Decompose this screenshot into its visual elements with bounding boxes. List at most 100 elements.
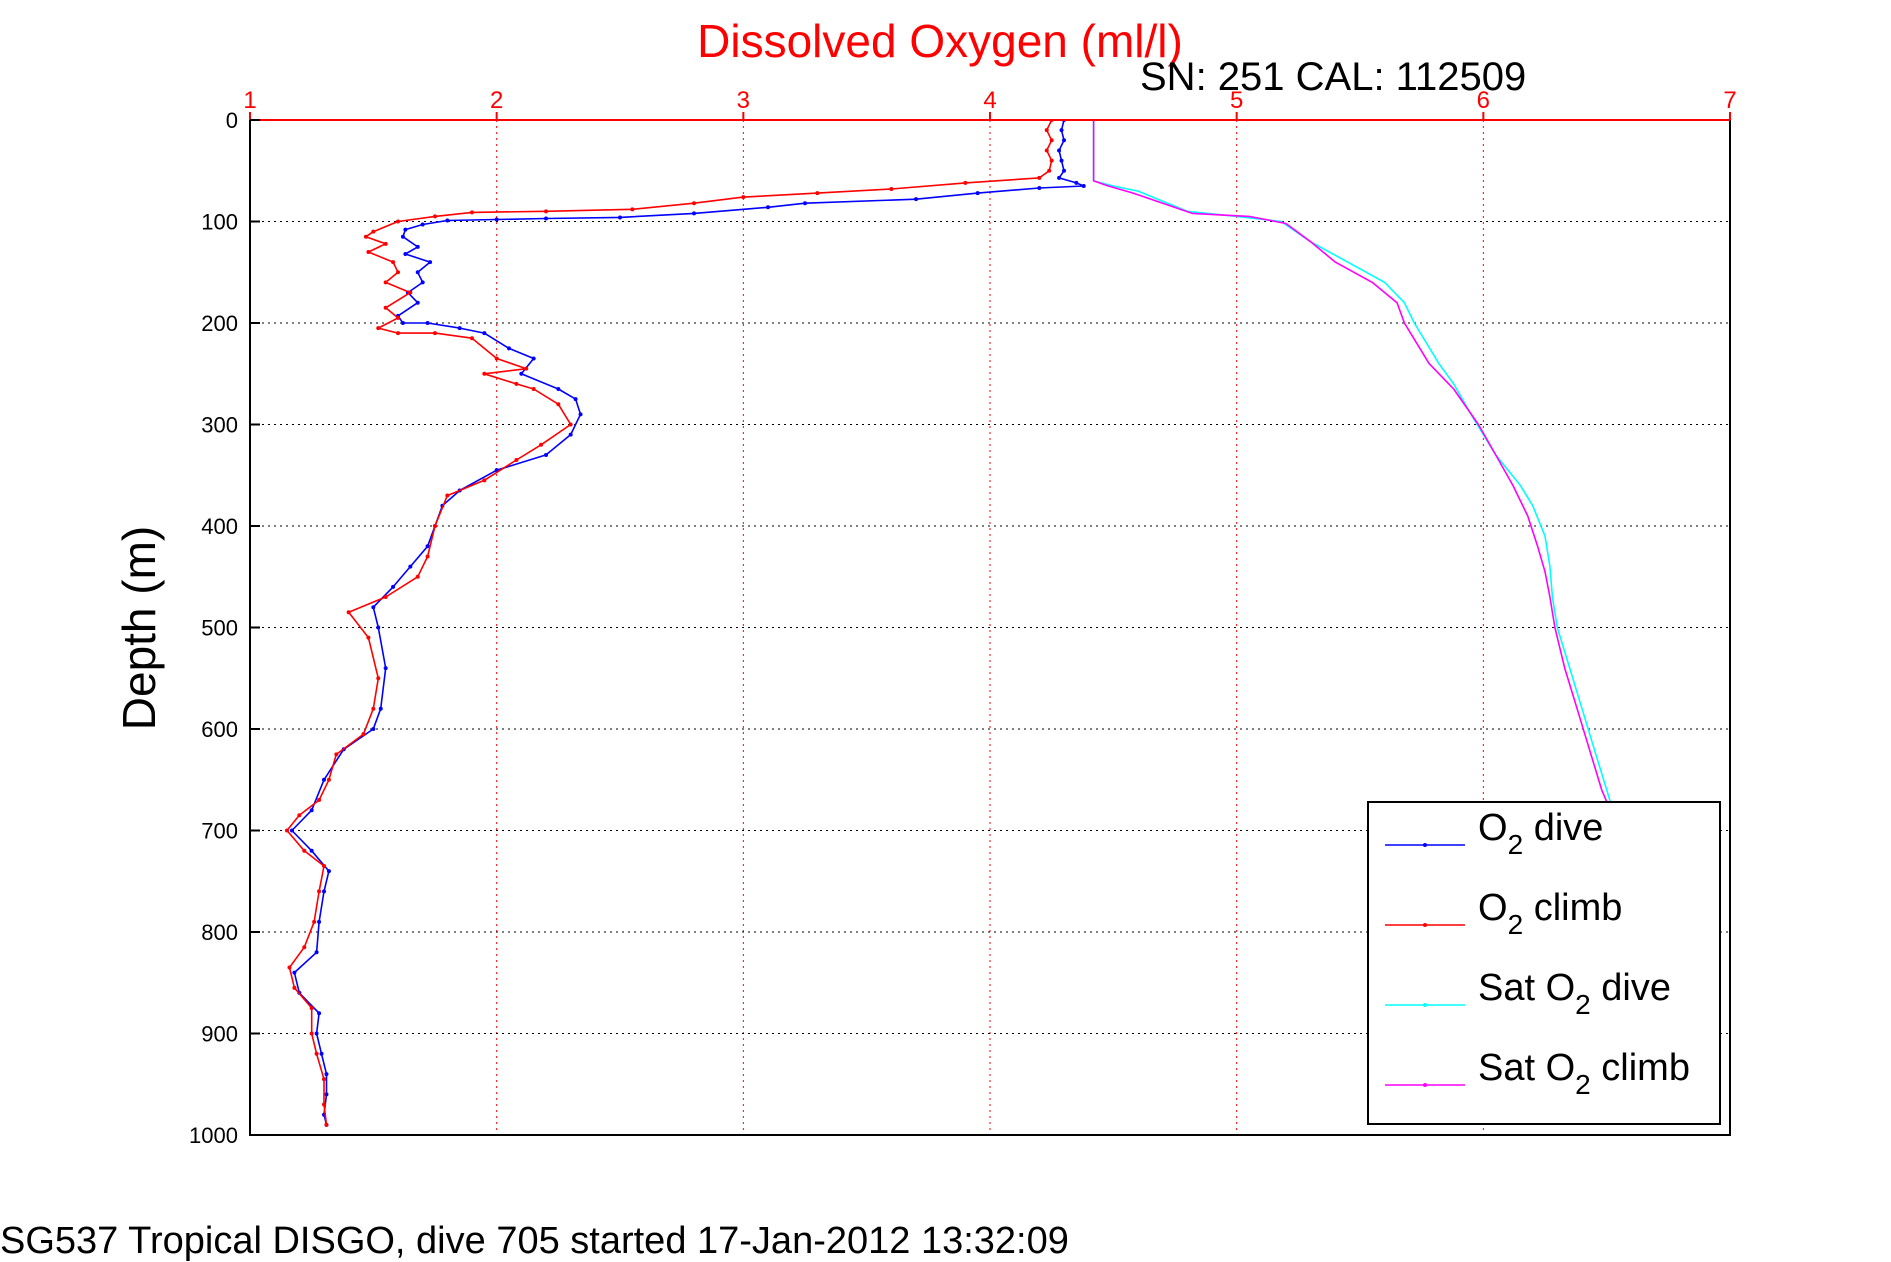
series-2-point (285, 828, 289, 833)
x-tick-label: 1 (243, 87, 256, 114)
series-2-point (376, 326, 381, 331)
y-tick-label: 700 (201, 819, 238, 844)
series-1-point (457, 326, 462, 331)
series-1-point (371, 605, 376, 610)
series-2-point (539, 442, 544, 447)
y-tick-label: 100 (201, 210, 238, 235)
series-1-point (383, 666, 388, 671)
series-2-point (482, 371, 487, 376)
series-1-point (975, 191, 980, 196)
series-1-point (578, 412, 583, 417)
series-1-point (292, 970, 297, 975)
legend-entry: O2 dive (1478, 807, 1603, 860)
chart-subtitle: SN: 251 CAL: 112509 (1140, 55, 1526, 99)
series-2-point (366, 635, 371, 640)
series-1-point (371, 727, 376, 731)
series-2-point (470, 336, 474, 341)
series-2-point (494, 356, 499, 361)
grid (250, 120, 1730, 1135)
series-2-point (433, 214, 437, 219)
y-tick-label: 300 (201, 413, 238, 438)
series-2-point (309, 1006, 314, 1011)
legend: O2 dive O2 climb Sat O2 dive Sat O2 climb (1367, 801, 1721, 1125)
series-1-point (1074, 180, 1079, 185)
x-tick-label: 3 (737, 87, 750, 114)
series-2-point (383, 241, 388, 246)
series-2-point (433, 331, 437, 336)
series-1-point (544, 216, 548, 221)
x-ticks: 1 2 3 4 5 6 7 (243, 87, 1737, 120)
series-2-point (287, 965, 292, 970)
series-2-point (556, 402, 561, 407)
series-2-point (482, 478, 487, 483)
series-2-point (346, 610, 351, 615)
series-2-point (524, 366, 529, 371)
series-1-point (319, 1051, 324, 1056)
y-tick-label: 400 (201, 514, 238, 539)
series-2-point (1049, 138, 1054, 143)
series-1-point (519, 371, 524, 376)
y-tick-label: 0 (226, 108, 238, 133)
y-axis-label: Depth (m) (113, 526, 165, 730)
series-1-point (568, 432, 573, 437)
series-1-point (324, 1072, 329, 1077)
series-2-point (741, 195, 746, 200)
series-2-point (371, 706, 376, 711)
series-2-point (692, 201, 696, 206)
legend-swatch-marker (1423, 843, 1427, 847)
series-2-point (544, 209, 548, 214)
series-1-point (494, 217, 499, 222)
series-1-point (317, 919, 322, 924)
series-2-point (396, 331, 400, 336)
series-1-point (415, 300, 420, 305)
series-2-point (363, 234, 368, 239)
series-1-point (420, 280, 425, 285)
series-2-point (317, 798, 322, 803)
x-tick-label: 5 (1230, 87, 1243, 114)
series-2-point (1037, 175, 1042, 180)
series-2-point (1044, 128, 1049, 133)
legend-entry: O2 climb (1478, 887, 1622, 940)
legend-swatch-marker (1423, 1003, 1427, 1007)
legend-entry: Sat O2 climb (1478, 1047, 1690, 1100)
series-2-point (297, 813, 302, 818)
series-2-point (630, 207, 635, 212)
series-2-point (302, 945, 307, 950)
series-2-point (383, 280, 388, 285)
series-2-point (815, 191, 820, 196)
series-2-point (408, 290, 413, 295)
series-2-point (396, 270, 400, 275)
legend-swatch-marker (1423, 923, 1427, 927)
series-2-point (309, 1031, 314, 1036)
series-2-point (445, 493, 450, 498)
series-1-point (314, 1031, 319, 1036)
series-2-point (334, 752, 339, 757)
series-2-point (383, 595, 388, 600)
series-1-line (291, 120, 1085, 1125)
series-2-point (383, 305, 388, 310)
series-2-point (326, 777, 331, 782)
legend-swatch-marker (1423, 1083, 1427, 1087)
series-1-point (400, 234, 405, 239)
series-1-point (415, 244, 420, 249)
series-2-point (568, 422, 573, 427)
y-tick-label: 200 (201, 311, 238, 336)
series-1-point (618, 215, 622, 220)
series-2-point (302, 848, 307, 853)
series-1-point (322, 777, 326, 782)
series-2-point (314, 1051, 319, 1056)
y-tick-label: 600 (201, 717, 238, 742)
series-1-point (378, 706, 383, 711)
series-2-point (889, 187, 894, 192)
series-1-point (420, 222, 425, 227)
series-1-point (314, 950, 319, 955)
series-2-point (470, 210, 474, 215)
series-1-point (766, 205, 770, 210)
x-tick-label: 2 (490, 87, 503, 114)
x-tick-label: 7 (1723, 87, 1736, 114)
series-2-point (396, 219, 400, 224)
series-2-point (415, 574, 420, 579)
series-1-point (425, 544, 430, 549)
series-1-point (1057, 175, 1062, 180)
series-1-point (1037, 186, 1042, 191)
